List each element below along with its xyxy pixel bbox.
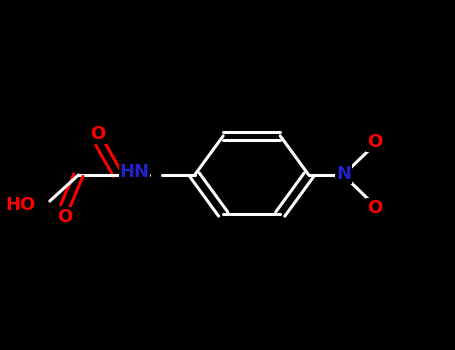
Text: HN: HN [120,163,149,181]
Text: O: O [57,208,72,226]
Text: N: N [336,165,351,183]
Text: O: O [367,199,382,217]
Text: O: O [91,125,106,143]
Text: HO: HO [5,196,36,213]
Text: O: O [367,133,382,151]
